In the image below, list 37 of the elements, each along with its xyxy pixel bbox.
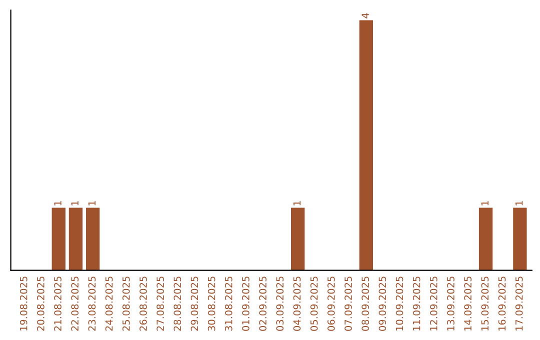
x-tick-label: 21.08.2025	[54, 276, 62, 331]
x-tick-label: 20.08.2025	[37, 276, 44, 331]
x-tick-label: 24.08.2025	[105, 276, 113, 331]
x-tick-label: 31.08.2025	[224, 276, 232, 331]
x-tick-label: 08.09.2025	[362, 276, 369, 331]
data-label: 1	[54, 201, 62, 206]
x-tick-label: 01.09.2025	[242, 276, 250, 331]
x-tick-label: 15.09.2025	[481, 276, 489, 330]
x-tick-label: 14.09.2025	[464, 276, 472, 330]
x-tick-label: 11.09.2025	[412, 276, 420, 330]
x-tick-label: 04.09.2025	[293, 276, 301, 331]
x-tick-label: 16.09.2025	[498, 276, 506, 330]
x-tick-label: 27.08.2025	[156, 276, 164, 331]
x-tick-label: 12.09.2025	[430, 276, 438, 330]
x-tick-label: 23.08.2025	[88, 276, 96, 331]
x-tick-label: 19.08.2025	[20, 276, 28, 330]
data-label: 1	[516, 201, 523, 206]
x-tick-label: 03.09.2025	[276, 276, 284, 331]
x-tick-label: 10.09.2025	[396, 276, 404, 330]
x-tick-label: 28.08.2025	[174, 276, 182, 331]
x-tick-label: 30.08.2025	[208, 276, 216, 331]
x-tick-label: 29.08.2025	[190, 276, 198, 331]
x-tick-label: 07.09.2025	[344, 276, 352, 331]
x-tick-label: 06.09.2025	[327, 276, 335, 331]
x-tick-label: 02.09.2025	[259, 276, 266, 331]
data-label: 1	[71, 201, 78, 206]
x-tick-label: 09.09.2025	[378, 276, 386, 331]
x-tick-label: 25.08.2025	[122, 276, 130, 331]
x-tick-label: 26.08.2025	[140, 276, 147, 331]
data-label: 4	[362, 13, 369, 18]
data-label: 1	[293, 201, 301, 206]
x-tick-label: 22.08.2025	[71, 276, 79, 331]
x-tick-label: 17.09.2025	[515, 276, 523, 330]
data-label: 1	[88, 201, 96, 206]
x-tick-label: 05.09.2025	[310, 276, 318, 331]
x-tick-label: 13.09.2025	[447, 276, 454, 330]
data-label: 1	[481, 201, 488, 206]
